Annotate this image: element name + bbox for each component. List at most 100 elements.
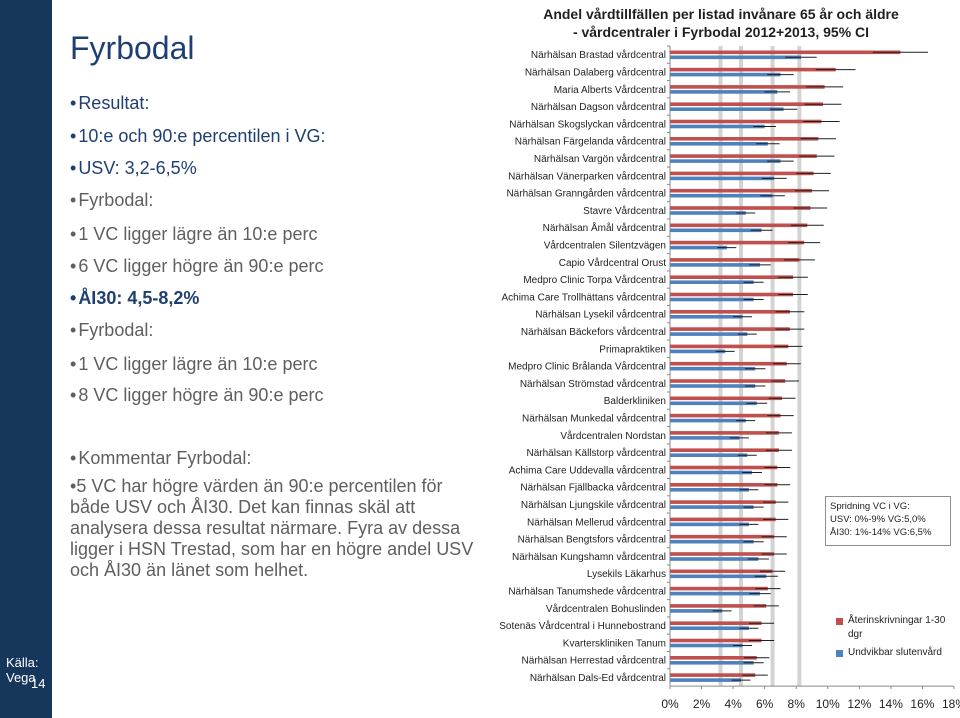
x-tick-label: 16% [910,697,934,711]
note-line: ÅI30: 1%-14% VG:6,5% [830,527,932,538]
legend-label: Undvikbar slutenvård [848,647,942,658]
bullet-item: • Fyrbodal: [70,320,153,340]
page-number: 14 [31,676,46,691]
chart-panel: Andel vårdtillfällen per listad invånare… [482,0,960,718]
category-label: Primapraktiken [599,344,666,355]
bullet-text: 6 VC ligger högre än 90:e perc [78,256,324,276]
bar-usv [670,332,748,336]
category-label: Närhälsan Dalaberg vårdcentral [525,66,666,78]
bullet-text: Fyrbodal: [78,190,154,210]
x-tick-label: 14% [879,697,903,711]
bullet-text: 10:e och 90:e percentilen i VG: [78,126,326,146]
bar-ai30 [670,67,836,72]
bar-usv [670,453,748,457]
bullet-item: • ÅI30: 4,5-8,2% [70,288,199,308]
bullet-marker: • [70,256,77,276]
chart-title: Andel vårdtillfällen per listad invånare… [543,6,899,22]
bullet-text: 8 VC ligger högre än 90:e perc [78,385,324,405]
bar-ai30 [670,534,775,539]
bullet-item: • 8 VC ligger högre än 90:e perc [70,385,323,405]
bar-usv [670,245,727,250]
bar-ai30 [670,240,805,245]
chart-subtitle: - vårdcentraler i Fyrbodal 2012+2013, 95… [572,24,870,40]
category-label: Närhälsan Dagson vårdcentral [531,101,666,113]
category-label: Medpro Clinic Brålanda Vårdcentral [508,361,666,373]
bar-ai30 [670,517,776,522]
bar-ai30 [670,638,762,643]
bullet-text: 1 VC ligger lägre än 10:e perc [78,224,318,244]
bar-usv [670,176,775,181]
bar-usv [670,505,754,509]
category-label: Achima Care Uddevalla vårdcentral [509,464,666,476]
bar-ai30 [670,621,762,625]
bullet-item: • 10:e och 90:e percentilen i VG: [70,126,325,146]
bullet-text: 1 VC ligger lägre än 10:e perc [78,354,318,374]
bullet-marker: • [70,126,77,146]
category-label: Närhälsan Bäckefors vårdcentral [521,326,666,338]
percentile-line [739,46,743,687]
x-tick-label: 0% [661,697,679,711]
bullet-text: Fyrbodal: [78,320,154,340]
bar-usv [670,263,760,267]
x-tick-label: 18% [942,697,960,711]
category-label: Närhälsan Munkedal vårdcentral [522,412,666,424]
bar-usv [670,436,740,440]
category-label: Vårdcentralen Bohuslinden [546,603,666,615]
spread-note-box: Spridning VC i VG: USV: 0%-9% VG:5,0% ÅI… [825,496,951,546]
bullet-text: ÅI30: 4,5-8,2% [78,288,200,308]
percentile-line [797,46,802,687]
percentile-line [770,46,775,687]
bullet-marker: • [70,385,77,405]
bar-ai30 [670,137,819,141]
percentile-line [718,46,723,687]
bar-ai30 [670,171,814,176]
bar-ai30 [670,465,778,470]
bar-ai30 [670,50,901,55]
bar-usv [670,470,753,475]
bar-usv [670,488,749,492]
bar-ai30 [670,500,776,504]
category-label: Stavre Vårdcentral [583,205,666,217]
bar-usv [670,107,784,111]
comment-text: 5 VC har högre värden än 90:e percentile… [70,476,474,580]
legend-item-usv: Undvikbar slutenvård [836,646,960,660]
bar-usv [670,159,781,163]
x-tick-label: 4% [724,697,742,711]
bar-ai30 [670,206,811,210]
category-label: Närhälsan Herrestad vårdcentral [521,655,666,667]
bar-ai30 [670,431,779,435]
bar-ai30 [670,327,790,331]
bar-chart: Närhälsan Brastad vårdcentral Närhälsan D… [499,45,960,711]
category-label: Närhälsan Vänerparken vårdcentral [508,170,666,182]
bar-ai30 [670,310,790,314]
bullet-marker: • [70,93,77,113]
legend-swatch [836,650,843,657]
comment-paragraph: •5 VC har högre värden än 90:e percentil… [70,476,474,580]
bar-usv [670,418,746,423]
bar-ai30 [670,154,817,158]
bullet-item: • 6 VC ligger högre än 90:e perc [70,256,323,276]
slide-title: Fyrbodal [70,30,195,66]
category-label: Vårdcentralen Silentzvägen [544,239,666,251]
category-label: Närhälsan Vargön vårdcentral [534,153,666,165]
bar-usv [670,211,746,215]
bar-usv [670,315,743,319]
bullet-marker: • [70,190,77,210]
bullet-marker: • [70,448,77,468]
bullet-item: • Fyrbodal: [70,190,153,210]
bar-usv [670,678,741,682]
bullet-item: • 1 VC ligger lägre än 10:e perc [70,224,317,244]
x-tick-label: 12% [847,697,871,711]
chart-legend: Återinskrivningar 1-30 dgr Undvikbar slu… [836,614,960,664]
category-label: Närhälsan Dals-Ed vårdcentral [530,672,666,684]
category-label: Vårdcentralen Nordstan [560,430,666,442]
bar-usv [670,193,773,198]
bar-usv [670,142,768,146]
bar-ai30 [670,344,789,349]
bar-usv [670,55,801,60]
category-label: Närhälsan Fjällbacka vårdcentral [520,482,666,494]
bar-ai30 [670,448,779,452]
bullet-marker: • [70,288,77,308]
bar-usv [670,661,754,665]
legend-swatch [836,618,843,625]
